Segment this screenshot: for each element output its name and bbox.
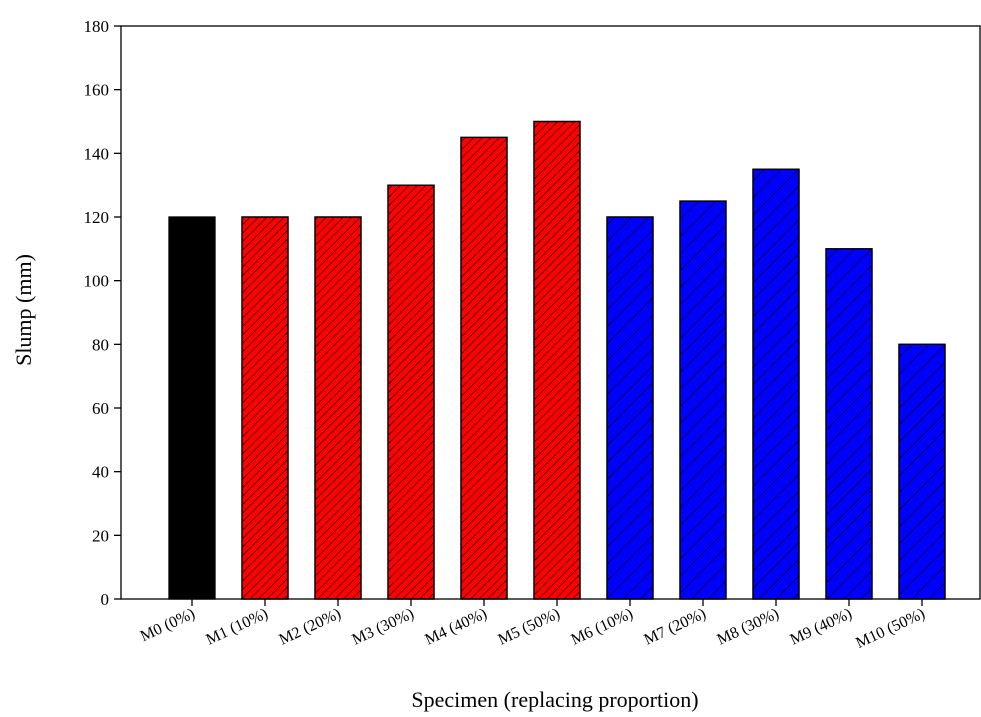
y-tick-label: 160 <box>84 81 110 100</box>
bar-hatch <box>460 136 508 600</box>
y-tick-label: 20 <box>92 526 109 545</box>
x-tick-label: M5 (50%) <box>495 605 562 648</box>
x-tick-label: M3 (30%) <box>349 605 416 648</box>
y-tick-label: 100 <box>84 272 110 291</box>
x-tick-label: M10 (50%) <box>853 605 927 652</box>
bar-hatch <box>898 343 946 600</box>
y-axis-title: Slump (mm) <box>11 254 36 366</box>
y-tick-label: 140 <box>84 144 110 163</box>
x-tick-label: M6 (10%) <box>568 605 635 648</box>
bar-hatch <box>533 120 581 600</box>
y-tick-label: 40 <box>92 463 109 482</box>
y-tick-label: 80 <box>92 335 109 354</box>
x-axis: M0 (0%) M1 (10%) M2 (20%) M3 (30%) M4 (40%) M… <box>138 599 928 652</box>
y-tick-label: 0 <box>101 590 110 609</box>
y-tick-label: 120 <box>84 208 110 227</box>
x-tick-label: M9 (40%) <box>787 605 854 648</box>
bar-hatch <box>825 248 873 600</box>
y-tick-label: 180 <box>84 17 110 36</box>
y-axis: 0 20 40 60 80 100 120 140 160 180 <box>84 17 121 609</box>
bar-hatch <box>241 216 289 600</box>
bar-hatch <box>752 168 800 600</box>
bar-hatch <box>387 184 435 600</box>
x-tick-label: M4 (40%) <box>422 605 489 648</box>
x-tick-label: M7 (20%) <box>641 605 708 648</box>
x-tick-label: M1 (10%) <box>203 605 270 648</box>
bar-hatch <box>314 216 362 600</box>
bar-hatch <box>606 216 654 600</box>
y-tick-label: 60 <box>92 399 109 418</box>
bar <box>168 216 216 600</box>
x-tick-label: M0 (0%) <box>138 605 198 645</box>
x-tick-label: M2 (20%) <box>276 605 343 648</box>
bars-group <box>168 120 946 600</box>
x-tick-label: M8 (30%) <box>714 605 781 648</box>
bar-hatch <box>679 200 727 600</box>
x-axis-title: Specimen (replacing proportion) <box>411 687 698 712</box>
